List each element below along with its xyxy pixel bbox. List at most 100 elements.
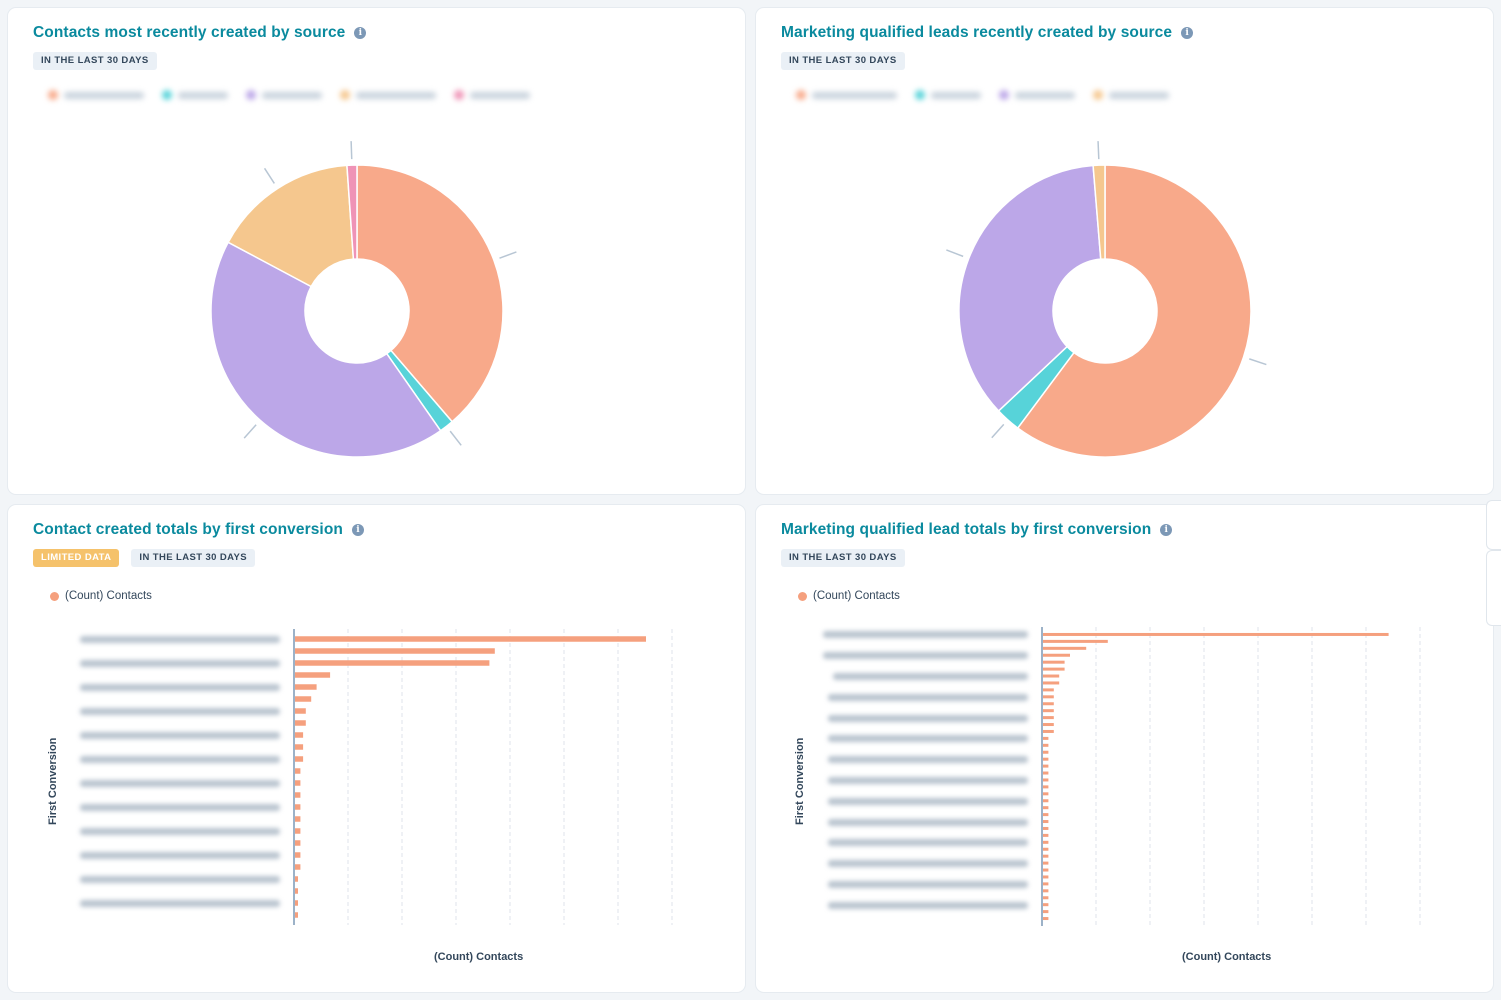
bar[interactable] <box>1043 716 1054 720</box>
bar[interactable] <box>1043 702 1054 706</box>
bar[interactable] <box>1043 889 1049 893</box>
bar[interactable] <box>1043 882 1049 886</box>
bar[interactable] <box>295 792 301 798</box>
info-icon[interactable]: i <box>1160 524 1173 536</box>
donut-slice[interactable] <box>346 164 358 260</box>
bar[interactable] <box>1043 750 1049 754</box>
bar[interactable] <box>295 804 301 810</box>
info-icon[interactable]: i <box>1181 27 1194 39</box>
bar[interactable] <box>1043 826 1049 830</box>
side-panel-tab[interactable] <box>1486 550 1501 626</box>
filter-tags: LIMITED DATA IN THE LAST 30 DAYS <box>33 549 255 567</box>
bar[interactable] <box>1043 875 1049 879</box>
info-icon[interactable]: i <box>354 27 367 39</box>
bar[interactable] <box>295 840 301 846</box>
bar[interactable] <box>1043 792 1049 796</box>
card-title-text[interactable]: Contacts most recently created by source <box>33 24 346 41</box>
bar[interactable] <box>1043 785 1049 789</box>
bar[interactable] <box>1043 820 1049 824</box>
category-label-blurred <box>80 636 280 643</box>
bar[interactable] <box>295 780 301 786</box>
bar[interactable] <box>1043 660 1065 664</box>
bar[interactable] <box>1043 840 1049 844</box>
bar[interactable] <box>1043 736 1049 740</box>
bar[interactable] <box>295 744 304 750</box>
bar[interactable] <box>1043 778 1049 782</box>
bar[interactable] <box>1043 903 1049 907</box>
chart-legend[interactable]: (Count) Contacts <box>798 590 900 602</box>
bar[interactable] <box>295 732 304 738</box>
bar[interactable] <box>1043 813 1049 817</box>
bar[interactable] <box>1043 681 1060 685</box>
bar[interactable] <box>1043 723 1054 727</box>
card-title-text[interactable]: Contact created totals by first conversi… <box>33 521 343 538</box>
donut-slice[interactable] <box>227 164 355 288</box>
bar[interactable] <box>1043 833 1049 837</box>
bar[interactable] <box>295 684 317 690</box>
bar[interactable] <box>295 660 490 666</box>
bar[interactable] <box>295 768 301 774</box>
card-title-text[interactable]: Marketing qualified leads recently creat… <box>781 24 1173 41</box>
bar[interactable] <box>1043 646 1087 650</box>
bar[interactable] <box>295 852 301 858</box>
bar[interactable] <box>1043 896 1049 900</box>
bar[interactable] <box>1043 674 1060 678</box>
bar[interactable] <box>295 720 306 726</box>
donut-slice[interactable] <box>958 164 1102 413</box>
donut-slice[interactable] <box>1092 164 1106 260</box>
category-label-blurred <box>823 631 1028 639</box>
bar[interactable] <box>1043 743 1049 747</box>
bar[interactable] <box>1043 688 1054 692</box>
chart-legend-blurred <box>48 90 530 100</box>
slice-label-leader <box>499 251 517 259</box>
slice-label-leader <box>946 249 964 258</box>
donut-slice[interactable] <box>356 164 504 423</box>
bar[interactable] <box>1043 868 1049 872</box>
bar[interactable] <box>1043 653 1070 657</box>
filter-tags: IN THE LAST 30 DAYS <box>781 549 905 567</box>
chart-legend[interactable]: (Count) Contacts <box>50 590 152 602</box>
bar[interactable] <box>295 756 304 762</box>
bar[interactable] <box>1043 764 1049 768</box>
bar[interactable] <box>1043 799 1049 803</box>
date-range-tag: IN THE LAST 30 DAYS <box>781 52 905 70</box>
bar[interactable] <box>295 828 301 834</box>
bar[interactable] <box>1043 729 1054 733</box>
card-title-text[interactable]: Marketing qualified lead totals by first… <box>781 521 1152 538</box>
bar[interactable] <box>1043 695 1054 699</box>
category-label-blurred <box>80 828 280 835</box>
bar[interactable] <box>1043 847 1049 851</box>
bar[interactable] <box>1043 757 1049 761</box>
bar[interactable] <box>1043 667 1065 671</box>
bar[interactable] <box>1043 632 1389 636</box>
category-label-blurred <box>80 804 280 811</box>
bar[interactable] <box>295 648 495 654</box>
bar[interactable] <box>295 708 306 714</box>
bar[interactable] <box>1043 709 1054 713</box>
donut-slice[interactable] <box>1016 164 1252 458</box>
bar[interactable] <box>1043 639 1108 643</box>
bar[interactable] <box>295 672 331 678</box>
bar[interactable] <box>1043 771 1049 775</box>
side-panel-tab[interactable] <box>1486 500 1501 550</box>
legend-dot <box>50 591 59 601</box>
bar[interactable] <box>295 696 312 702</box>
info-icon[interactable]: i <box>351 524 364 536</box>
bar[interactable] <box>1043 861 1049 865</box>
bar[interactable] <box>295 636 646 642</box>
bar[interactable] <box>295 912 298 918</box>
bar[interactable] <box>1043 917 1049 921</box>
donut-slice[interactable] <box>210 241 442 458</box>
bar[interactable] <box>295 900 298 906</box>
bar[interactable] <box>295 876 298 882</box>
bar[interactable] <box>1043 854 1049 858</box>
bar[interactable] <box>295 864 301 870</box>
bar[interactable] <box>1043 910 1049 914</box>
chart-legend-blurred <box>796 90 1169 100</box>
slice-label-leader <box>263 167 275 184</box>
limited-data-tag[interactable]: LIMITED DATA <box>33 549 120 567</box>
bar[interactable] <box>295 816 301 822</box>
bar[interactable] <box>1043 806 1049 810</box>
bar[interactable] <box>295 888 298 894</box>
category-label-blurred <box>828 756 1028 764</box>
